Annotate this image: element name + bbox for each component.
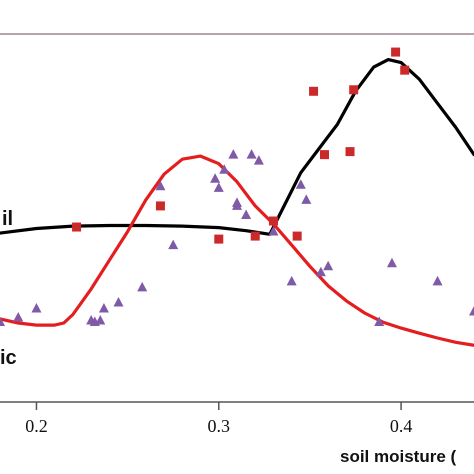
square-marker — [214, 234, 224, 244]
triangle-marker — [219, 164, 230, 174]
triangle-marker — [228, 149, 239, 159]
triangle-marker — [301, 194, 312, 204]
square-marker — [309, 86, 319, 96]
x-axis-title: soil moisture ( — [340, 447, 457, 466]
triangle-marker — [98, 302, 109, 313]
triangle-marker — [295, 179, 306, 189]
x-tick-group: 0.2 0.3 0.4 — [25, 402, 412, 436]
triangle-marker — [95, 315, 106, 325]
series-line-red — [0, 154, 474, 347]
triangle-marker — [137, 281, 148, 292]
square-marker — [391, 47, 401, 57]
x-tick-label: 0.3 — [208, 416, 231, 436]
triangle-marker — [232, 197, 242, 207]
triangle-marker — [168, 239, 179, 250]
square-marker — [72, 222, 82, 232]
square-marker — [250, 231, 260, 241]
triangle-marker — [386, 257, 397, 268]
triangle-marker — [155, 180, 166, 191]
square-marker — [268, 216, 278, 226]
triangle-marker — [241, 209, 252, 219]
square-marker — [400, 65, 410, 75]
series-line-black — [0, 57, 474, 236]
square-marker — [349, 85, 359, 95]
triangle-marker — [253, 155, 264, 165]
x-tick-label: 0.4 — [390, 416, 413, 436]
square-marker — [292, 231, 302, 241]
triangle-marker — [432, 275, 443, 286]
square-marker — [155, 201, 165, 211]
triangle-marker — [210, 173, 221, 183]
triangle-marker — [286, 275, 297, 286]
triangle-marker — [246, 149, 257, 159]
triangle-marker — [13, 312, 24, 322]
triangle-marker — [213, 182, 224, 192]
triangle-marker — [374, 316, 385, 327]
triangle-marker — [323, 260, 334, 271]
triangle-marker — [113, 296, 124, 307]
x-tick-label: 0.2 — [25, 416, 48, 436]
triangle-marker — [31, 302, 42, 313]
triangle-marker — [268, 226, 279, 236]
triangle-marker — [315, 266, 326, 277]
triangle-marker — [469, 306, 474, 316]
series-label-il: il — [2, 208, 13, 230]
square-marker — [320, 150, 330, 160]
triangle-marker — [0, 316, 5, 327]
series-label-ic: ic — [0, 347, 17, 369]
square-marker — [345, 147, 355, 157]
series-markers — [0, 47, 474, 327]
